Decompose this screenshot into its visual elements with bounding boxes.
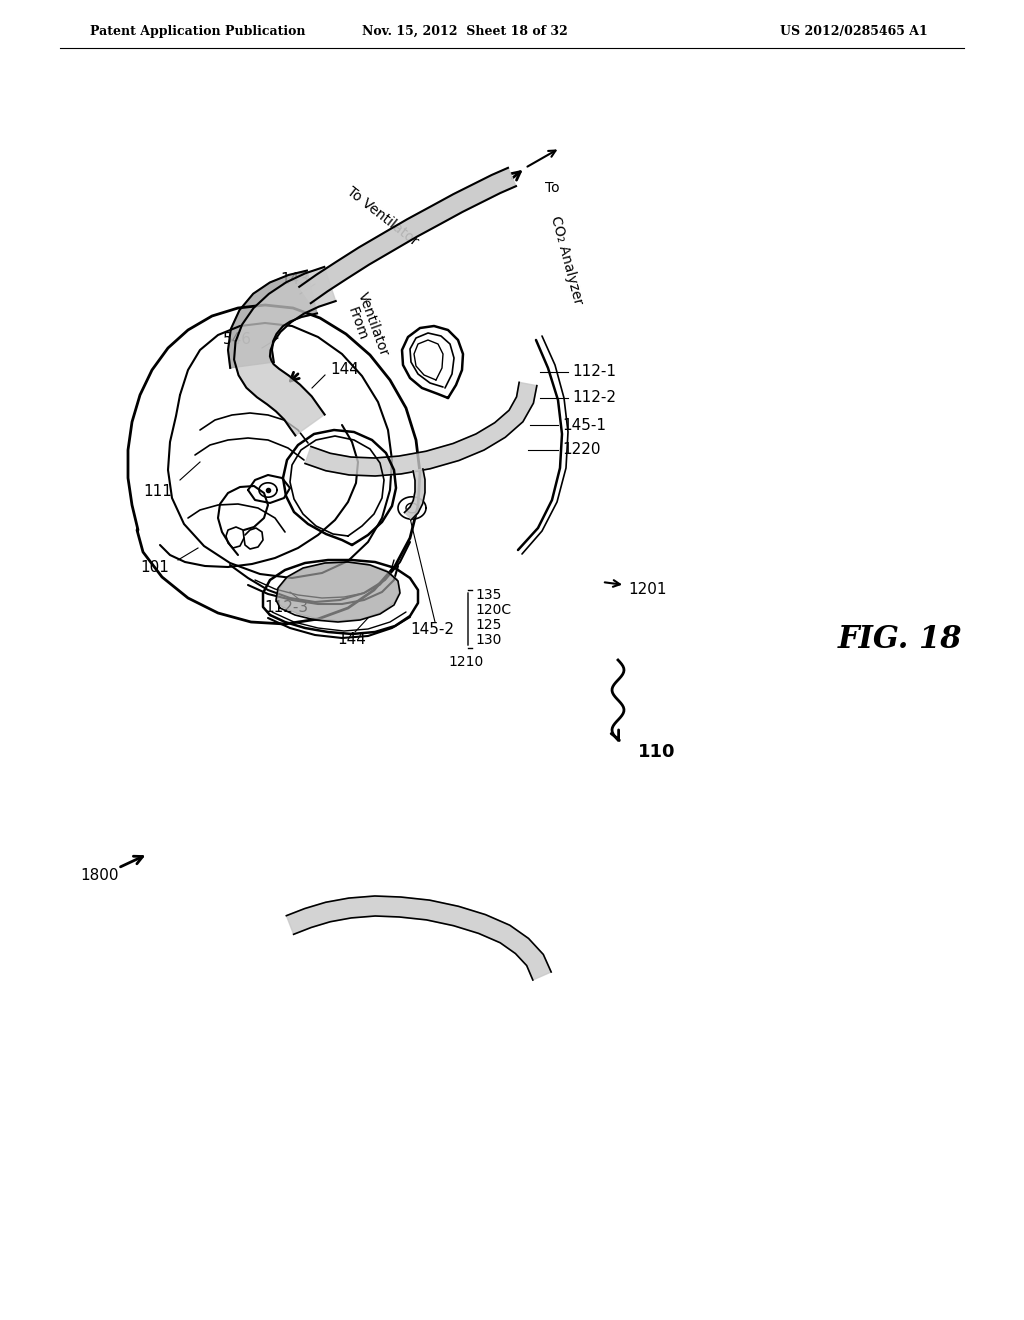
- Text: 1201: 1201: [628, 582, 667, 598]
- Text: CO₂ Analyzer: CO₂ Analyzer: [548, 214, 585, 306]
- Text: 546: 546: [223, 333, 252, 347]
- Text: 145-1: 145-1: [562, 417, 606, 433]
- Text: FIG. 18: FIG. 18: [838, 624, 963, 656]
- Text: US 2012/0285465 A1: US 2012/0285465 A1: [780, 25, 928, 38]
- Polygon shape: [305, 383, 537, 477]
- Text: 111: 111: [143, 484, 172, 499]
- Text: 112-3: 112-3: [264, 601, 308, 615]
- Text: Nov. 15, 2012  Sheet 18 of 32: Nov. 15, 2012 Sheet 18 of 32: [362, 25, 567, 38]
- Text: 1220: 1220: [562, 442, 600, 458]
- Text: 144: 144: [330, 363, 358, 378]
- Polygon shape: [228, 271, 317, 368]
- Text: To: To: [545, 181, 560, 195]
- Text: 130: 130: [475, 634, 502, 647]
- Text: 145-2: 145-2: [410, 623, 454, 638]
- Text: 112-1: 112-1: [572, 364, 616, 380]
- Text: 112-2: 112-2: [572, 391, 616, 405]
- Polygon shape: [299, 168, 516, 304]
- Text: 144: 144: [338, 632, 367, 648]
- Text: Patent Application Publication: Patent Application Publication: [90, 25, 305, 38]
- Text: From: From: [345, 305, 370, 342]
- Text: 120C: 120C: [475, 603, 511, 616]
- Text: 101: 101: [140, 561, 169, 576]
- Polygon shape: [404, 469, 425, 520]
- Polygon shape: [287, 896, 551, 979]
- Text: 1800: 1800: [81, 869, 119, 883]
- Text: 135: 135: [475, 587, 502, 602]
- Text: 143: 143: [281, 272, 309, 288]
- Text: 125: 125: [475, 618, 502, 632]
- Text: 110: 110: [638, 743, 676, 762]
- Polygon shape: [278, 562, 400, 620]
- Text: Ventilator: Ventilator: [355, 290, 391, 358]
- Text: To Ventilator: To Ventilator: [344, 185, 421, 248]
- Polygon shape: [234, 267, 336, 436]
- Text: 1210: 1210: [449, 655, 483, 669]
